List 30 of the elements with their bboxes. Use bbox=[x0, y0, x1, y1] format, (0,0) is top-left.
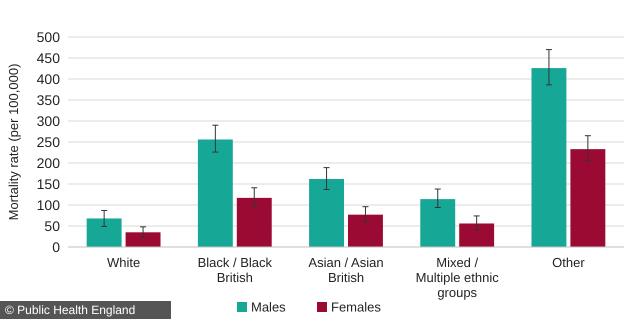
bar bbox=[86, 218, 122, 247]
bar bbox=[236, 198, 272, 247]
bar bbox=[459, 223, 494, 247]
y-tick-label: 500 bbox=[36, 28, 60, 45]
y-tick-label: 450 bbox=[36, 50, 60, 66]
y-axis-title: Mortality rate (per 100,000) bbox=[6, 64, 21, 220]
x-tick-label: Asian / Asian British bbox=[308, 255, 384, 285]
bar bbox=[570, 149, 606, 247]
text: © Public Health England bbox=[5, 303, 136, 318]
bar bbox=[420, 199, 456, 247]
y-tick-label: 200 bbox=[36, 154, 60, 171]
x-tick-label: Other bbox=[552, 255, 586, 270]
y-tick-label: 50 bbox=[44, 218, 60, 234]
y-tick-label: 400 bbox=[36, 70, 60, 87]
bar bbox=[309, 178, 344, 247]
y-tick-label: 0 bbox=[52, 238, 60, 255]
bar bbox=[126, 232, 161, 247]
x-tick-label: White bbox=[106, 255, 140, 270]
bar bbox=[198, 139, 233, 247]
y-tick-label: 300 bbox=[36, 112, 60, 129]
y-tick-label: 150 bbox=[36, 176, 60, 192]
x-tick-label: Mixed / Multiple ethnic groups bbox=[416, 255, 500, 300]
y-tick-label: 350 bbox=[36, 92, 60, 108]
legend-label: Females bbox=[331, 300, 382, 315]
bar bbox=[531, 68, 566, 247]
y-tick-label: 250 bbox=[36, 134, 60, 150]
y-tick-label: 100 bbox=[36, 196, 60, 213]
legend-label: Males bbox=[251, 300, 286, 315]
bar bbox=[348, 214, 383, 247]
x-tick-label: Black / Black British bbox=[198, 255, 273, 285]
